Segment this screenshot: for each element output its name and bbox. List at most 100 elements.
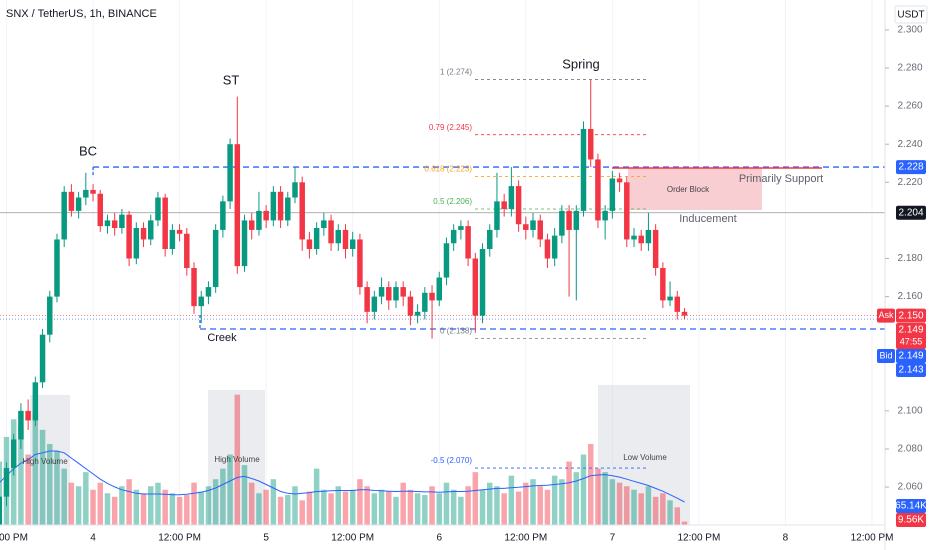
candle-body: [342, 229, 349, 249]
candle-body: [169, 229, 176, 249]
volume-bar: [587, 443, 594, 525]
volume-bar: [68, 482, 75, 525]
annotation: Spring: [562, 56, 600, 71]
candle-body: [393, 287, 399, 301]
price-badge: [896, 160, 926, 175]
candle-body: [10, 439, 17, 469]
candle-body: [191, 268, 197, 307]
candle-body: [61, 191, 67, 240]
candle-body: [3, 468, 10, 497]
fib-label: 1 (2.274): [440, 68, 472, 77]
volume-bar: [241, 465, 248, 525]
x-tick-label: 7: [610, 533, 616, 544]
candle-body: [227, 144, 233, 202]
y-tick-label: 2.060: [897, 482, 922, 493]
volume-bar: [674, 507, 681, 525]
price-badge-label: 2.204: [898, 207, 923, 218]
candle-body: [184, 233, 190, 269]
candle-body: [530, 220, 536, 230]
x-tick-label: 12:00 PM: [158, 533, 201, 544]
volume-bar: [443, 482, 450, 525]
volume-bar: [198, 491, 204, 525]
price-badge-label: 9.56K: [898, 515, 924, 526]
volume-bar: [54, 451, 60, 525]
volume-bar: [133, 489, 140, 525]
volume-bar: [126, 479, 132, 525]
candle-body: [407, 296, 414, 316]
candle-body: [573, 210, 580, 230]
volume-bar: [162, 489, 168, 525]
volume-bar: [609, 479, 616, 525]
volume-bar: [616, 482, 623, 525]
x-tick-label: 4: [90, 533, 96, 544]
price-badge-label: 2.149: [898, 351, 923, 362]
candle-body: [364, 287, 370, 312]
fib-label: 0.618 (2.223): [424, 165, 472, 174]
candle-body: [443, 243, 450, 278]
y-tick-label: 2.160: [897, 291, 922, 302]
volume-bar: [349, 489, 356, 525]
volume-bar: [537, 486, 543, 525]
y-tick-label: 2.260: [897, 101, 922, 112]
candle-body: [400, 287, 406, 297]
currency-box[interactable]: [894, 5, 928, 24]
volume-bar: [667, 500, 673, 525]
volume-bar: [450, 489, 457, 525]
candle-body: [667, 296, 673, 301]
volume-bar: [270, 479, 277, 525]
candle-body: [414, 311, 421, 316]
volume-bar: [90, 489, 96, 525]
y-tick-label: 2.080: [897, 444, 922, 455]
candle-body: [544, 239, 551, 259]
volume-bar: [191, 482, 197, 525]
volume-bar: [631, 489, 637, 525]
volume-bar: [364, 486, 370, 525]
volume-bar: [458, 496, 464, 525]
x-tick-label: 12:00 PM: [851, 533, 894, 544]
fib-label: 0 (2.138): [440, 327, 472, 336]
price-axis: [885, 0, 932, 550]
candle-body: [248, 220, 255, 230]
price-badge-label: 2.150: [898, 310, 923, 321]
volume-bar: [378, 489, 385, 525]
candle-body: [25, 410, 31, 421]
candle-body: [263, 210, 269, 221]
candle-body: [83, 189, 89, 198]
volume-bar: [205, 486, 212, 525]
candle-body: [270, 191, 277, 221]
volume-bar: [313, 468, 320, 525]
y-tick-label: 2.280: [897, 63, 922, 74]
volume-bar: [400, 482, 406, 525]
price-badge-label: 2.228: [898, 162, 923, 173]
candle-body: [349, 239, 356, 249]
volume-bar: [407, 489, 414, 525]
candle-body: [638, 235, 644, 244]
annotation: Low Volume: [623, 453, 667, 462]
candle-body: [494, 201, 500, 230]
volume-bar: [256, 493, 262, 525]
x-tick-label: 12:00 PM: [0, 533, 28, 544]
volume-bar: [248, 482, 255, 525]
price-badge-label: 2.143: [898, 365, 923, 376]
currency[interactable]: USDT: [897, 10, 924, 21]
candle-body: [54, 239, 60, 297]
candle-body: [220, 201, 226, 230]
price-badge-label: 2.149: [898, 325, 923, 336]
annotation: Order Block: [667, 185, 710, 194]
volume-bar: [595, 468, 601, 525]
volume-bar: [652, 496, 659, 525]
x-tick-label: 12:00 PM: [331, 533, 374, 544]
volume-bar: [393, 496, 399, 525]
plot-area: [0, 0, 885, 525]
candle-body: [458, 226, 464, 230]
candle-body: [595, 159, 601, 221]
volume-bar: [602, 472, 608, 525]
volume-bar: [487, 482, 493, 525]
volume-bar: [169, 493, 176, 525]
volume-bar: [566, 461, 572, 525]
price-badge: [896, 499, 926, 513]
candle-body: [335, 229, 342, 244]
annotation: Inducement: [679, 213, 736, 225]
candle-body: [515, 186, 522, 225]
